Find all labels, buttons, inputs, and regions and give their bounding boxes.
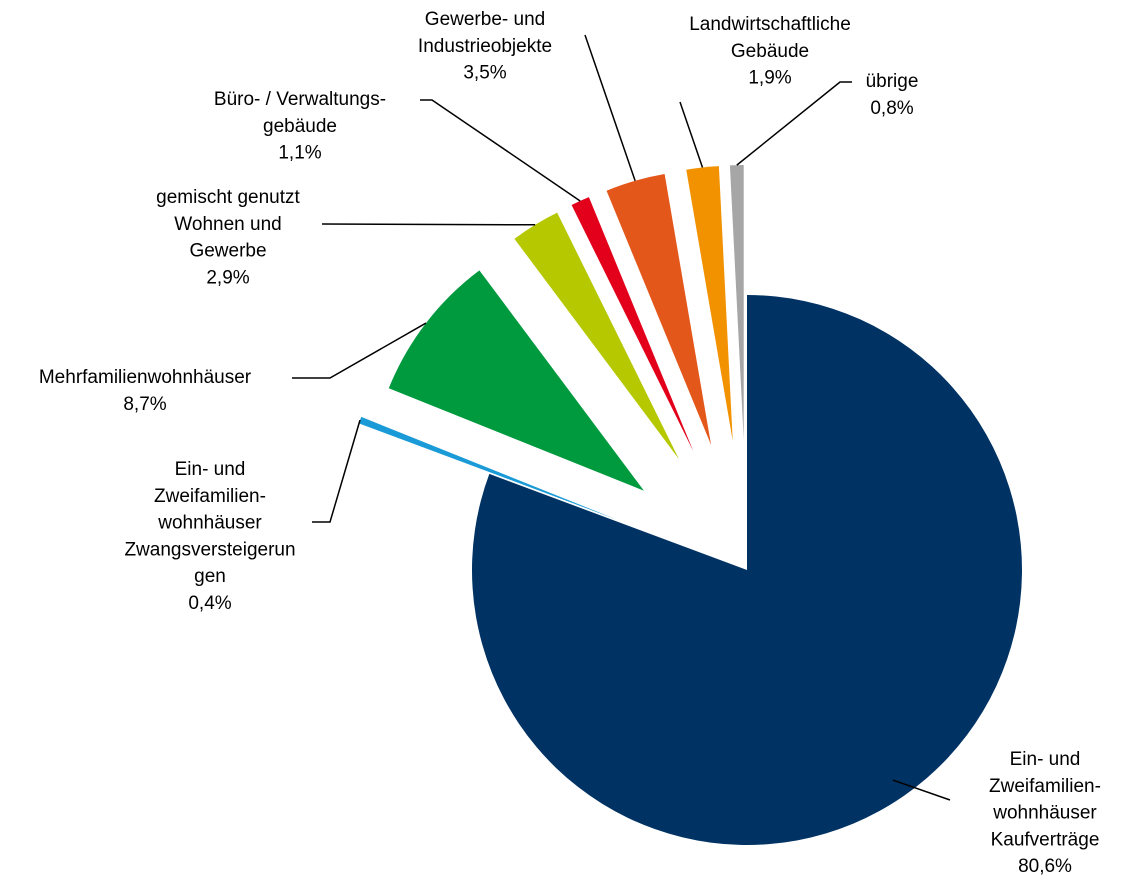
leader-line	[321, 223, 536, 226]
label-line: Gebäude	[731, 41, 809, 62]
pie-slice	[472, 295, 1023, 845]
leader-line	[584, 34, 636, 182]
slice-label: Büro- / Verwaltungs-gebäude	[214, 89, 386, 137]
leader-line	[420, 99, 581, 202]
pie-slice	[388, 270, 644, 491]
value-label: 3,5%	[463, 63, 506, 84]
label-line: übrige	[866, 71, 919, 92]
value-label: 8,7%	[123, 394, 166, 415]
leader-line	[292, 322, 427, 379]
label-line: Zweifamilien-	[154, 486, 266, 507]
value-label: 1,1%	[278, 143, 321, 164]
pie-slice	[358, 416, 617, 520]
pie-slice	[606, 174, 712, 446]
pie-slice	[514, 212, 680, 460]
value-label: 2,9%	[206, 267, 249, 288]
leader-line	[892, 779, 951, 801]
label-line: Wohnen und	[174, 214, 281, 235]
label-line: Ein- und	[1010, 749, 1081, 770]
pie-slice	[571, 197, 694, 452]
slice-label: Landwirtschaftliche Gebäude	[689, 14, 851, 62]
label-line: gen	[194, 566, 226, 587]
label-line: gebäude	[263, 116, 337, 137]
leader-line	[312, 419, 361, 523]
slice-label: Gewerbe- und Industrieobjekte	[418, 9, 552, 57]
leader-line	[736, 81, 852, 166]
label-line: Zwangsversteigerun	[124, 539, 295, 560]
label-line: Ein- und	[175, 459, 246, 480]
label-line: wohnhäuser	[157, 513, 262, 534]
label-line: gemischt genutzt	[156, 187, 300, 208]
pie-slice	[729, 165, 744, 441]
label-line: Mehrfamilienwohnhäuser	[39, 367, 252, 388]
label-line: Zweifamilien-	[989, 776, 1101, 797]
label-line: Landwirtschaftliche	[689, 14, 851, 35]
slice-label: gemischt genutzt Wohnen und Gewerbe	[156, 187, 300, 262]
label-line: Kaufverträge	[991, 829, 1100, 850]
slice-label: Ein- und Zweifamilien-wohnhäuser Kaufvertr…	[989, 749, 1101, 850]
pie-slice	[686, 166, 733, 441]
label-line: Industrieobjekte	[418, 36, 552, 57]
label-line: Gewerbe- und	[425, 9, 545, 30]
slice-label: Ein- und Zweifamilien-wohnhäuser Zwangsver…	[124, 459, 295, 587]
slice-label: übrige	[866, 71, 919, 92]
value-label: 80,6%	[1018, 856, 1072, 877]
label-line: Büro- / Verwaltungs-	[214, 89, 386, 110]
slice-label: Mehrfamilienwohnhäuser	[39, 367, 252, 388]
value-label: 1,9%	[748, 68, 791, 89]
value-label: 0,8%	[870, 98, 913, 119]
label-line: Gewerbe	[189, 241, 266, 262]
leader-line	[679, 101, 704, 168]
label-line: wohnhäuser	[992, 803, 1097, 824]
value-label: 0,4%	[188, 593, 231, 614]
